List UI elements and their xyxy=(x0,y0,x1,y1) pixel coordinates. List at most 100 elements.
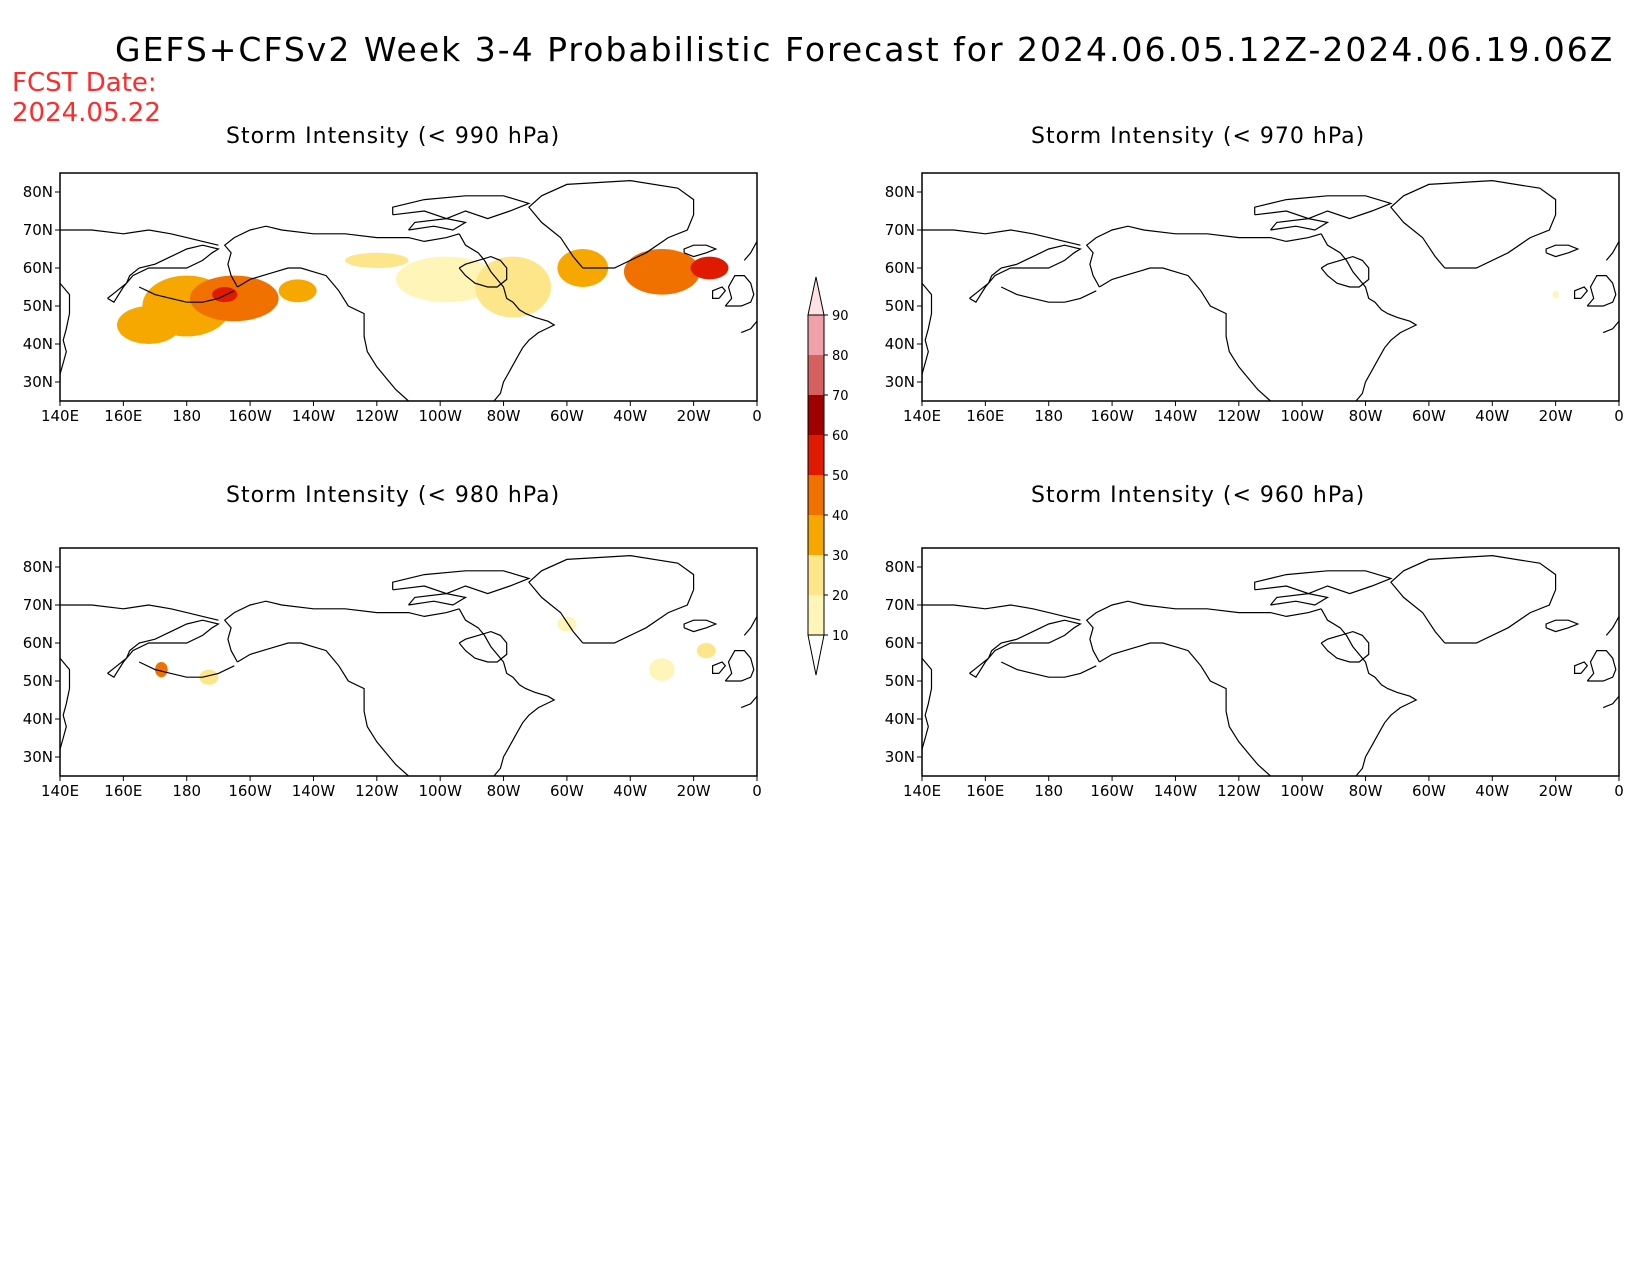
coastline xyxy=(922,604,1081,621)
lon-tick-label: 160E xyxy=(966,782,1004,800)
colorbar-label: 40 xyxy=(832,509,849,524)
coastline xyxy=(1320,233,1418,401)
colorbar-segment xyxy=(808,475,824,515)
lon-tick-label: 60W xyxy=(550,407,584,425)
colorbar: 90 80 70 60 50 40 30 20 10 xyxy=(807,276,849,676)
coastline xyxy=(1000,661,1097,678)
lon-tick-label: 20W xyxy=(1539,782,1573,800)
coastline xyxy=(223,600,460,663)
coastline xyxy=(1320,255,1370,288)
colorbar-segment xyxy=(808,315,824,355)
lon-tick-label: 140E xyxy=(903,407,941,425)
lat-tick-label: 40N xyxy=(885,335,915,353)
lon-tick-label: 160E xyxy=(966,407,1004,425)
coastline xyxy=(922,282,933,382)
probability-area xyxy=(345,252,409,268)
probability-area xyxy=(199,669,219,685)
colorbar-label: 30 xyxy=(832,549,849,564)
colorbar-top-triangle xyxy=(807,276,825,316)
coastline xyxy=(408,592,468,606)
lon-tick-label: 140W xyxy=(292,782,336,800)
lon-tick-label: 60W xyxy=(1412,782,1446,800)
lon-tick-label: 20W xyxy=(677,407,711,425)
map-frame xyxy=(921,172,1620,402)
coastline xyxy=(458,255,508,288)
probability-area xyxy=(212,287,238,303)
lon-tick-label: 140W xyxy=(292,407,336,425)
coastline xyxy=(969,619,1082,679)
lat-tick-label: 70N xyxy=(885,221,915,239)
colorbar-segment xyxy=(808,395,824,435)
coastline xyxy=(1574,286,1589,299)
coastline xyxy=(712,661,727,674)
colorbar-segment xyxy=(808,515,824,555)
coastline xyxy=(408,217,468,231)
lat-tick-label: 30N xyxy=(885,373,915,391)
coastline xyxy=(60,657,71,757)
coastline xyxy=(922,229,1081,246)
coastline xyxy=(458,233,556,401)
colorbar-bottom-triangle xyxy=(807,634,825,676)
lat-tick-label: 40N xyxy=(23,710,53,728)
probability-area xyxy=(557,616,577,632)
coastline xyxy=(740,695,757,709)
lat-tick-label: 70N xyxy=(885,596,915,614)
coastline xyxy=(1085,225,1322,288)
lon-tick-label: 120W xyxy=(1217,407,1261,425)
colorbar-segment xyxy=(808,435,824,475)
colorbar-label: 90 xyxy=(832,309,849,324)
lon-tick-label: 80W xyxy=(487,782,521,800)
coastline xyxy=(107,619,220,679)
lat-tick-label: 70N xyxy=(23,221,53,239)
lon-tick-label: 160E xyxy=(104,782,142,800)
coastline xyxy=(1602,695,1619,709)
lon-tick-label: 100W xyxy=(1280,782,1324,800)
lon-tick-label: 140E xyxy=(41,782,79,800)
colorbar-segment xyxy=(808,555,824,595)
coastline xyxy=(60,604,219,621)
coastline xyxy=(392,195,531,220)
lon-tick-label: 160W xyxy=(228,407,272,425)
coastline xyxy=(1000,286,1097,303)
coastline xyxy=(724,650,755,682)
lat-tick-label: 70N xyxy=(23,596,53,614)
lat-tick-label: 30N xyxy=(23,373,53,391)
map-frame xyxy=(921,547,1620,777)
probability-area xyxy=(623,248,700,295)
colorbar-label: 20 xyxy=(832,589,849,604)
panel-title-960: Storm Intensity (< 960 hPa) xyxy=(1031,483,1366,508)
coastline xyxy=(1390,554,1557,644)
coastline xyxy=(1586,650,1617,682)
coastline xyxy=(1254,570,1393,595)
lat-tick-label: 50N xyxy=(885,672,915,690)
lat-tick-label: 80N xyxy=(885,183,915,201)
coastline xyxy=(138,286,235,303)
coastline xyxy=(724,275,755,307)
coastline xyxy=(1085,600,1322,663)
coastline xyxy=(1270,217,1330,231)
lon-tick-label: 100W xyxy=(418,782,462,800)
map-frame xyxy=(59,172,758,402)
coastline xyxy=(1586,275,1617,307)
coastline xyxy=(1320,630,1370,663)
lon-tick-label: 80W xyxy=(1349,407,1383,425)
coastline xyxy=(1545,244,1580,258)
lon-tick-label: 160W xyxy=(1090,782,1134,800)
lat-tick-label: 40N xyxy=(23,335,53,353)
map-frame xyxy=(59,547,758,777)
lon-tick-label: 180 xyxy=(1034,407,1063,425)
lon-tick-label: 140E xyxy=(903,782,941,800)
fcst-date-block: FCST Date: 2024.05.22 xyxy=(12,68,161,128)
lon-tick-label: 60W xyxy=(550,782,584,800)
lon-tick-label: 20W xyxy=(1539,407,1573,425)
probability-area xyxy=(278,279,317,303)
coastline xyxy=(743,616,757,636)
lon-tick-label: 180 xyxy=(1034,782,1063,800)
lat-tick-label: 60N xyxy=(885,259,915,277)
coastline xyxy=(60,282,71,382)
lon-tick-label: 40W xyxy=(613,407,647,425)
lon-tick-label: 40W xyxy=(1475,407,1509,425)
coastline xyxy=(458,608,556,776)
probability-area xyxy=(155,662,168,678)
